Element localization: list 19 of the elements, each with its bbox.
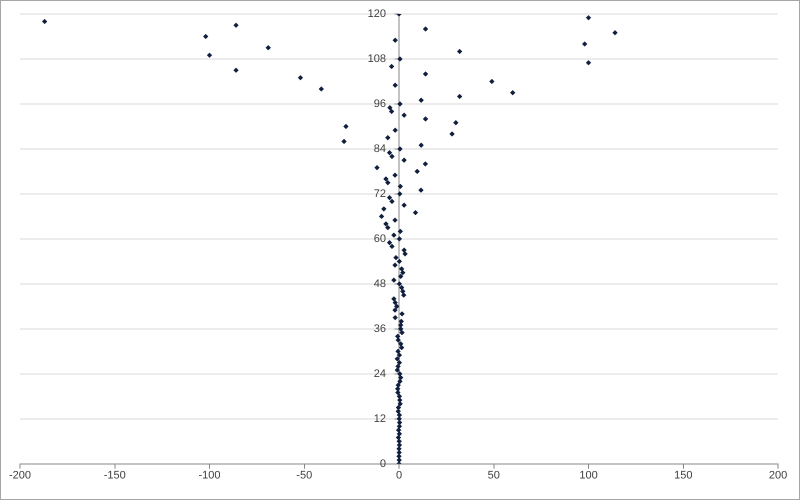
x-tick-label: -200 bbox=[8, 469, 32, 482]
x-tick-label: -150 bbox=[104, 469, 126, 482]
y-tick-label: 24 bbox=[374, 368, 386, 380]
y-tick-label: 72 bbox=[374, 188, 386, 200]
x-tick-label: 50 bbox=[488, 469, 500, 482]
y-tick-label: 108 bbox=[368, 53, 386, 66]
y-tick-label: 12 bbox=[374, 412, 386, 425]
y-tick-label: 120 bbox=[368, 8, 386, 20]
y-tick-label: 84 bbox=[374, 142, 386, 155]
x-tick-label: 200 bbox=[768, 469, 788, 482]
y-tick-label: 60 bbox=[374, 232, 386, 245]
x-tick-label: 0 bbox=[396, 469, 402, 482]
y-tick-label: 36 bbox=[374, 322, 386, 335]
x-tick-label: -100 bbox=[198, 469, 221, 482]
x-tick-label: 150 bbox=[674, 469, 692, 482]
x-tick-label: 100 bbox=[579, 469, 598, 482]
y-tick-label: 48 bbox=[374, 278, 386, 290]
x-tick-label: -50 bbox=[296, 469, 312, 482]
y-tick-label: 96 bbox=[374, 98, 386, 110]
